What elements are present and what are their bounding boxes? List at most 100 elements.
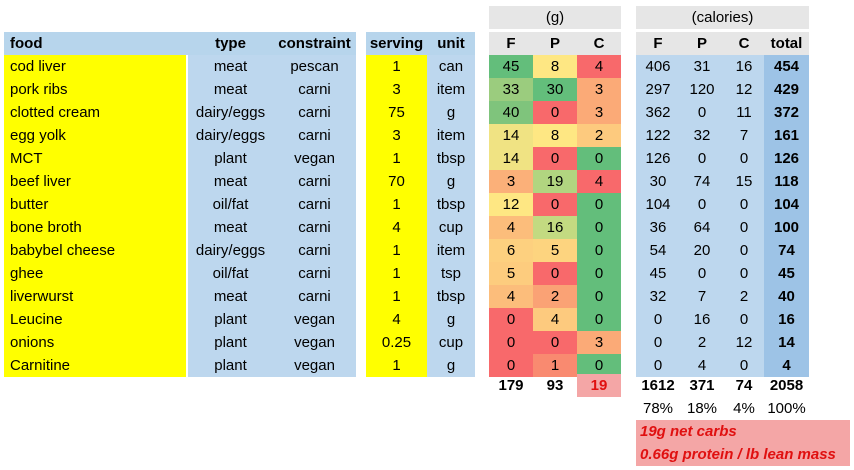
cell-food[interactable]: Carnitine bbox=[4, 354, 186, 377]
cell-type[interactable]: meat bbox=[188, 170, 273, 193]
cell-protein-g[interactable]: 30 bbox=[533, 78, 577, 101]
col-header-protein-g[interactable]: P bbox=[549, 35, 560, 52]
note-protein-ratio[interactable]: 0.66g protein / lb lean mass bbox=[640, 446, 836, 463]
cell-fat-g[interactable]: 5 bbox=[489, 262, 533, 285]
cell-protein-g[interactable]: 0 bbox=[533, 331, 577, 354]
cell-total-cal[interactable]: 429 bbox=[764, 78, 809, 101]
cell-total-cal[interactable]: 16 bbox=[764, 308, 809, 331]
cell-protein-g[interactable]: 0 bbox=[533, 147, 577, 170]
cell-constraint[interactable]: carni bbox=[273, 285, 356, 308]
cell-unit[interactable]: cup bbox=[427, 331, 475, 354]
cell-protein-cal[interactable]: 120 bbox=[680, 78, 724, 101]
cell-food[interactable]: MCT bbox=[4, 147, 186, 170]
cell-protein-cal[interactable]: 74 bbox=[680, 170, 724, 193]
cell-protein-g[interactable]: 8 bbox=[533, 55, 577, 78]
cell-total-cal[interactable]: 45 bbox=[764, 262, 809, 285]
total-carb-g[interactable]: 19 bbox=[577, 374, 621, 397]
cell-unit[interactable]: tbsp bbox=[427, 193, 475, 216]
total-protein-cal[interactable]: 371 bbox=[689, 377, 715, 394]
cell-food[interactable]: babybel cheese bbox=[4, 239, 186, 262]
col-header-constraint[interactable]: constraint bbox=[278, 35, 351, 52]
cell-constraint[interactable]: vegan bbox=[273, 354, 356, 377]
cell-type[interactable]: meat bbox=[188, 216, 273, 239]
cell-serving[interactable]: 1 bbox=[366, 55, 427, 78]
cell-carb-cal[interactable]: 0 bbox=[724, 308, 764, 331]
cell-total-cal[interactable]: 40 bbox=[764, 285, 809, 308]
cell-protein-cal[interactable]: 20 bbox=[680, 239, 724, 262]
cell-unit[interactable]: g bbox=[427, 170, 475, 193]
cell-fat-g[interactable]: 12 bbox=[489, 193, 533, 216]
cell-serving[interactable]: 1 bbox=[366, 239, 427, 262]
total-fat-g[interactable]: 179 bbox=[498, 377, 524, 394]
cell-protein-cal[interactable]: 64 bbox=[680, 216, 724, 239]
cell-fat-cal[interactable]: 45 bbox=[636, 262, 680, 285]
cell-carb-cal[interactable]: 0 bbox=[724, 147, 764, 170]
cell-constraint[interactable]: pescan bbox=[273, 55, 356, 78]
cell-total-cal[interactable]: 104 bbox=[764, 193, 809, 216]
cell-unit[interactable]: item bbox=[427, 124, 475, 147]
cell-unit[interactable]: item bbox=[427, 78, 475, 101]
total-carb-cal[interactable]: 74 bbox=[735, 377, 753, 394]
col-header-food[interactable]: food bbox=[10, 35, 43, 52]
cell-protein-g[interactable]: 0 bbox=[533, 101, 577, 124]
cell-fat-cal[interactable]: 36 bbox=[636, 216, 680, 239]
cell-unit[interactable]: tsp bbox=[427, 262, 475, 285]
cell-carb-cal[interactable]: 16 bbox=[724, 55, 764, 78]
cell-unit[interactable]: g bbox=[427, 308, 475, 331]
cell-fat-cal[interactable]: 0 bbox=[636, 354, 680, 377]
cell-protein-g[interactable]: 4 bbox=[533, 308, 577, 331]
cell-type[interactable]: dairy/eggs bbox=[188, 239, 273, 262]
cell-food[interactable]: butter bbox=[4, 193, 186, 216]
cell-constraint[interactable]: carni bbox=[273, 239, 356, 262]
cell-constraint[interactable]: vegan bbox=[273, 147, 356, 170]
cell-carb-g[interactable]: 0 bbox=[577, 285, 621, 308]
cell-carb-cal[interactable]: 12 bbox=[724, 331, 764, 354]
cell-fat-cal[interactable]: 362 bbox=[636, 101, 680, 124]
note-net-carbs[interactable]: 19g net carbs bbox=[640, 423, 737, 440]
col-header-fat-g[interactable]: F bbox=[506, 35, 516, 52]
cell-type[interactable]: meat bbox=[188, 55, 273, 78]
cell-protein-cal[interactable]: 16 bbox=[680, 308, 724, 331]
cell-carb-cal[interactable]: 0 bbox=[724, 239, 764, 262]
cell-fat-cal[interactable]: 104 bbox=[636, 193, 680, 216]
cell-serving[interactable]: 0.25 bbox=[366, 331, 427, 354]
cell-type[interactable]: dairy/eggs bbox=[188, 124, 273, 147]
cell-total-cal[interactable]: 161 bbox=[764, 124, 809, 147]
cell-protein-cal[interactable]: 0 bbox=[680, 101, 724, 124]
cell-food[interactable]: ghee bbox=[4, 262, 186, 285]
cell-fat-g[interactable]: 14 bbox=[489, 124, 533, 147]
col-header-carb-cal[interactable]: C bbox=[738, 35, 750, 52]
cell-protein-g[interactable]: 1 bbox=[533, 354, 577, 377]
cell-food[interactable]: onions bbox=[4, 331, 186, 354]
cell-protein-cal[interactable]: 7 bbox=[680, 285, 724, 308]
cell-carb-g[interactable]: 0 bbox=[577, 193, 621, 216]
cell-fat-g[interactable]: 33 bbox=[489, 78, 533, 101]
cell-protein-cal[interactable]: 0 bbox=[680, 193, 724, 216]
cell-fat-cal[interactable]: 30 bbox=[636, 170, 680, 193]
total-protein-g[interactable]: 93 bbox=[546, 377, 564, 394]
cell-constraint[interactable]: vegan bbox=[273, 308, 356, 331]
col-header-carb-g[interactable]: C bbox=[593, 35, 605, 52]
cell-carb-g[interactable]: 0 bbox=[577, 308, 621, 331]
cell-type[interactable]: plant bbox=[188, 331, 273, 354]
cell-protein-cal[interactable]: 0 bbox=[680, 147, 724, 170]
cell-constraint[interactable]: carni bbox=[273, 124, 356, 147]
cell-unit[interactable]: tbsp bbox=[427, 285, 475, 308]
cell-unit[interactable]: g bbox=[427, 101, 475, 124]
cell-carb-cal[interactable]: 0 bbox=[724, 193, 764, 216]
cell-food[interactable]: egg yolk bbox=[4, 124, 186, 147]
cell-type[interactable]: meat bbox=[188, 78, 273, 101]
percent-total[interactable]: 100% bbox=[767, 400, 806, 417]
col-header-protein-cal[interactable]: P bbox=[696, 35, 707, 52]
cell-carb-g[interactable]: 0 bbox=[577, 216, 621, 239]
cell-food[interactable]: bone broth bbox=[4, 216, 186, 239]
cell-fat-g[interactable]: 0 bbox=[489, 308, 533, 331]
col-header-total-cal[interactable]: total bbox=[770, 35, 803, 52]
cell-carb-g[interactable]: 3 bbox=[577, 101, 621, 124]
cell-type[interactable]: dairy/eggs bbox=[188, 101, 273, 124]
total-fat-cal[interactable]: 1612 bbox=[641, 377, 675, 394]
cell-carb-g[interactable]: 3 bbox=[577, 78, 621, 101]
cell-protein-cal[interactable]: 2 bbox=[680, 331, 724, 354]
cell-constraint[interactable]: carni bbox=[273, 78, 356, 101]
cell-fat-cal[interactable]: 54 bbox=[636, 239, 680, 262]
